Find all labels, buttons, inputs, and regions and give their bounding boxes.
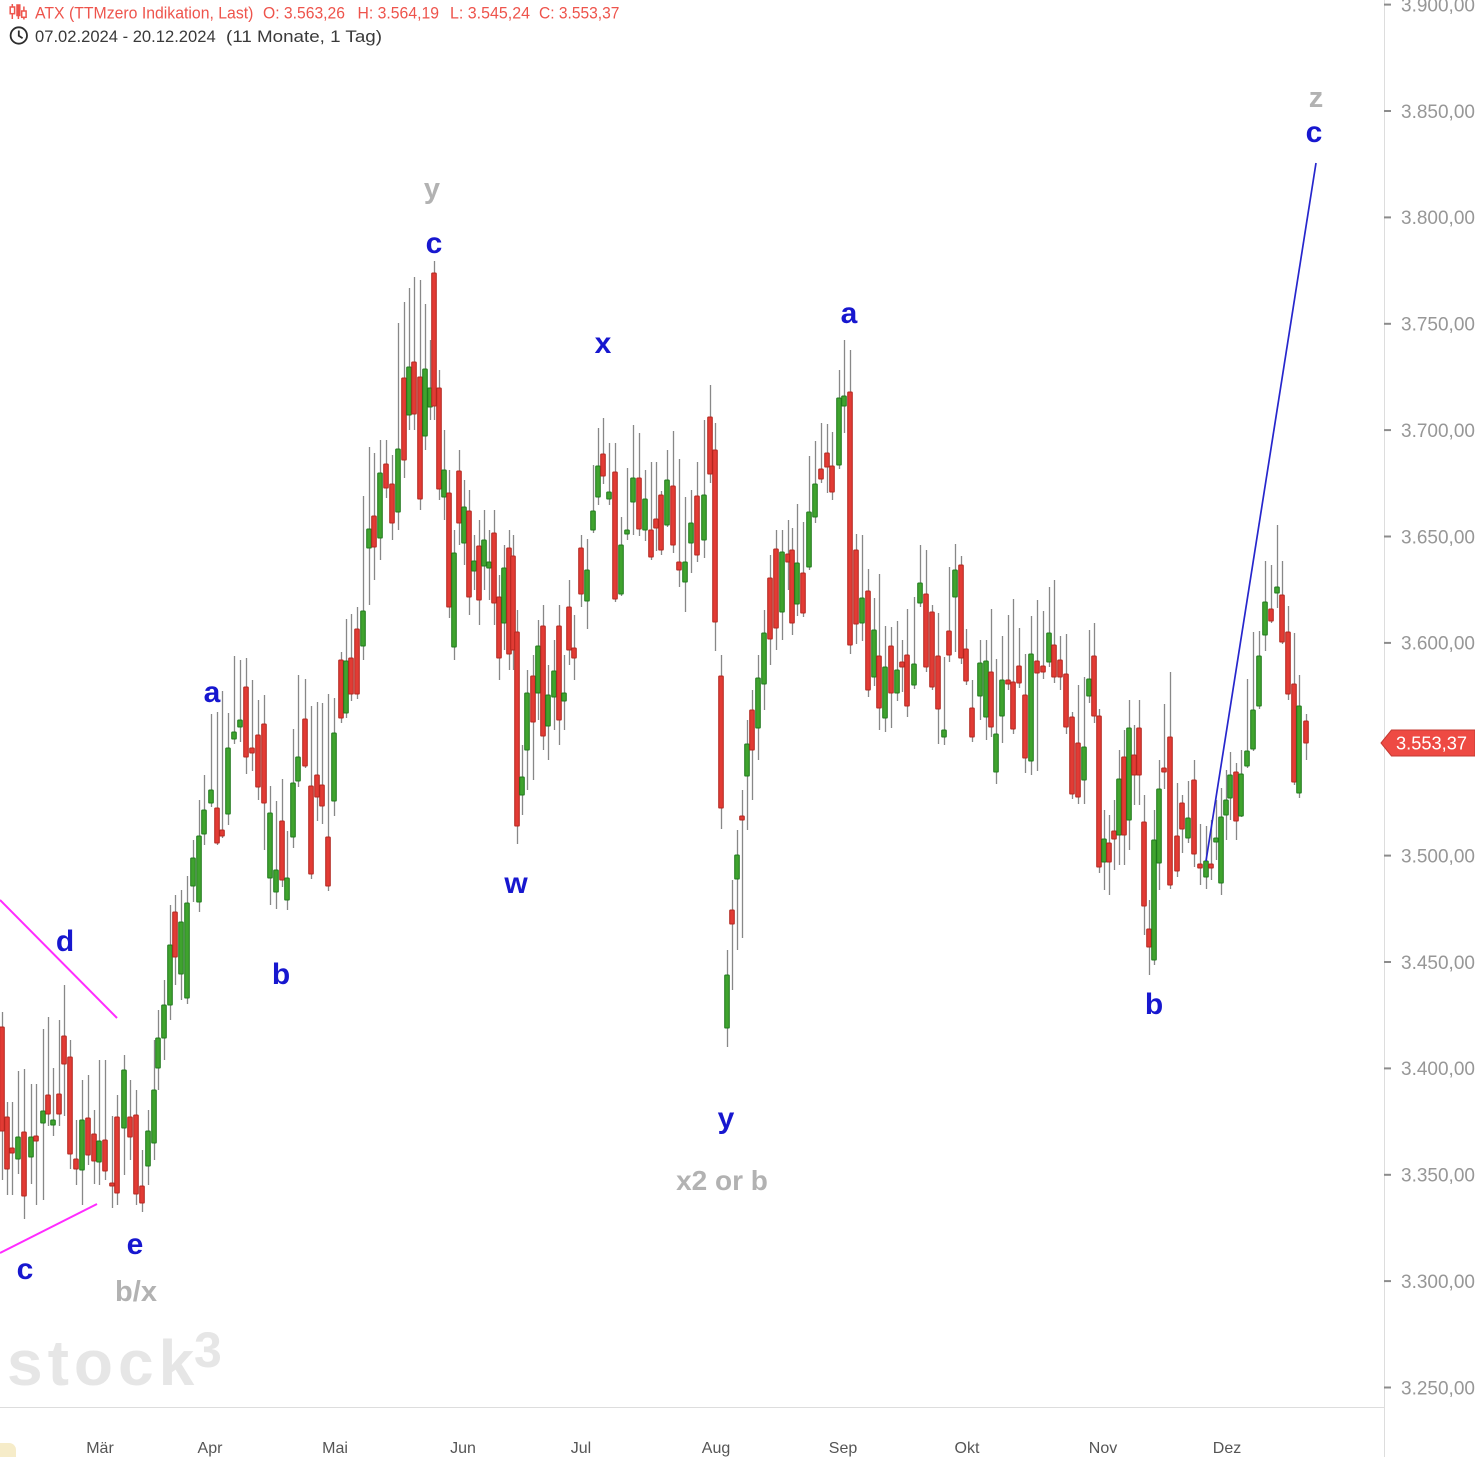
svg-text:3.450,00: 3.450,00 [1401,953,1475,974]
svg-text:H: 3.564,19: H: 3.564,19 [358,5,440,23]
svg-text:b/x: b/x [115,1276,157,1308]
svg-text:ATX (TTMzero Indikation, Last): ATX (TTMzero Indikation, Last) [35,5,253,23]
svg-text:Okt: Okt [955,1440,980,1457]
svg-text:Jul: Jul [571,1440,591,1457]
svg-text:Mai: Mai [322,1440,348,1457]
svg-text:3.700,00: 3.700,00 [1401,421,1475,442]
svg-text:c: c [426,227,443,260]
svg-text:b: b [272,958,290,991]
svg-text:x: x [595,327,612,360]
svg-text:stock: stock [7,1327,199,1399]
svg-text:3.850,00: 3.850,00 [1401,102,1475,123]
svg-text:Jun: Jun [450,1440,476,1457]
svg-text:e: e [127,1228,144,1261]
svg-text:y: y [424,173,440,205]
svg-text:Sep: Sep [829,1440,858,1457]
svg-text:y: y [718,1102,735,1135]
svg-text:L: 3.545,24: L: 3.545,24 [450,5,530,23]
svg-text:d: d [56,925,74,958]
svg-text:z: z [1309,82,1324,114]
svg-text:w: w [503,867,528,900]
svg-text:Dez: Dez [1213,1440,1241,1457]
svg-text:3.500,00: 3.500,00 [1401,846,1475,867]
svg-text:3.750,00: 3.750,00 [1401,315,1475,336]
svg-text:b: b [1145,988,1163,1021]
svg-text:Mär: Mär [86,1440,114,1457]
svg-text:C: 3.553,37: C: 3.553,37 [539,5,619,23]
svg-text:3.650,00: 3.650,00 [1401,527,1475,548]
svg-text:3.350,00: 3.350,00 [1401,1166,1475,1187]
svg-text:Aug: Aug [702,1440,730,1457]
svg-text:Nov: Nov [1089,1440,1117,1457]
svg-text:O: 3.563,26: O: 3.563,26 [263,5,345,23]
svg-text:c: c [1306,116,1323,149]
svg-text:c: c [17,1253,34,1286]
svg-text:07.02.2024 - 20.12.2024: 07.02.2024 - 20.12.2024 [35,28,216,46]
svg-text:3.800,00: 3.800,00 [1401,208,1475,229]
svg-text:3.900,00: 3.900,00 [1401,0,1475,16]
svg-text:x2 or b: x2 or b [676,1165,768,1196]
svg-text:3.250,00: 3.250,00 [1401,1378,1475,1399]
svg-text:3.553,37: 3.553,37 [1396,734,1467,754]
svg-text:3.400,00: 3.400,00 [1401,1059,1475,1080]
svg-text:3.600,00: 3.600,00 [1401,634,1475,655]
svg-text:3: 3 [194,1322,222,1378]
svg-text:a: a [204,676,221,709]
svg-text:Apr: Apr [198,1440,224,1457]
svg-text:(11 Monate, 1 Tag): (11 Monate, 1 Tag) [226,28,382,46]
svg-text:3.300,00: 3.300,00 [1401,1272,1475,1293]
svg-text:a: a [841,297,858,330]
